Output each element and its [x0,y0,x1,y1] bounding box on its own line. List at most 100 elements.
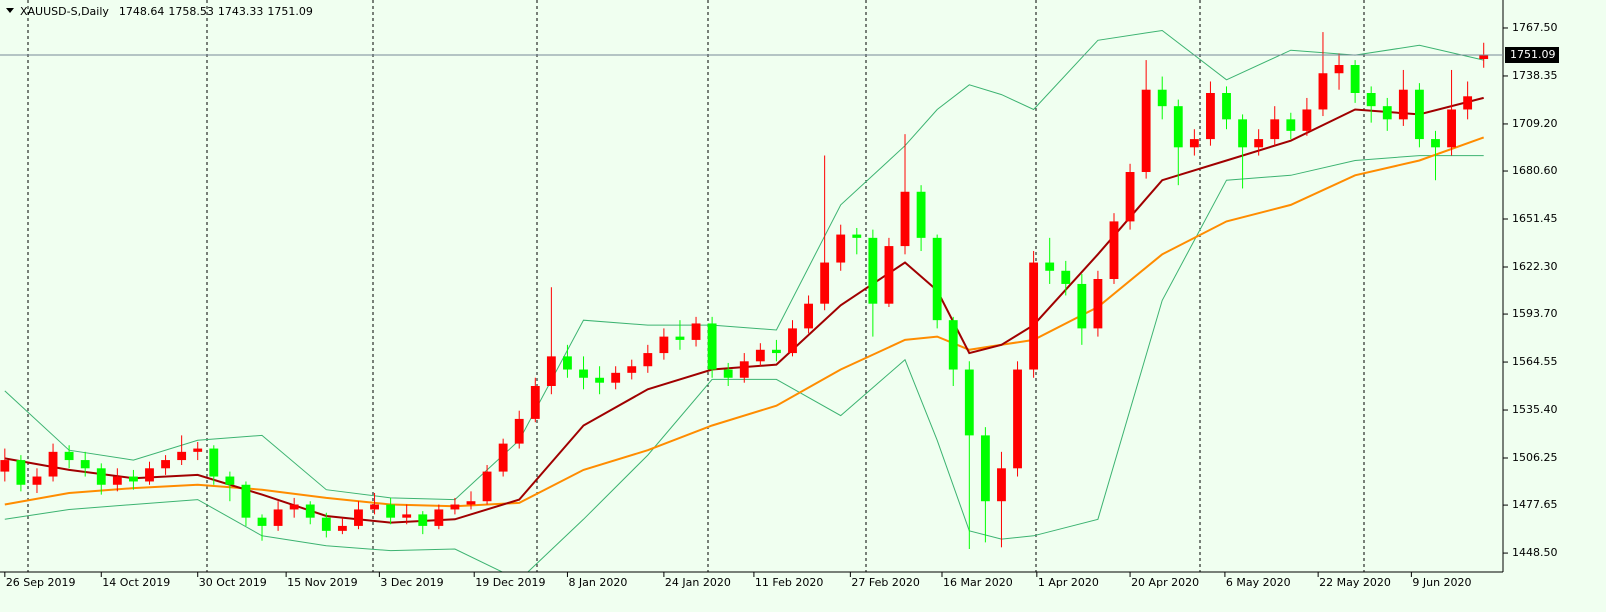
x-tick-label: 19 Dec 2019 [475,576,545,589]
open-value: 1748.64 [119,5,165,18]
candle-body [964,369,974,436]
candle-body [129,476,138,482]
candle-body [1125,172,1135,222]
candle-body [1254,139,1264,148]
candle-body [691,323,701,340]
candle-body [932,237,942,321]
bid-box [1505,46,1559,63]
candle-body [1334,65,1344,74]
candle-body [546,356,556,386]
candle-body [16,460,26,485]
candle-body [1045,262,1055,271]
y-tick-label: 1622.30 [1512,260,1558,273]
y-tick-label: 1593.70 [1512,307,1558,320]
candle-body [1061,270,1071,284]
candle-body [48,451,58,477]
x-tick-label: 14 Oct 2019 [102,576,170,589]
candle-body [980,435,990,502]
candle-body [804,303,813,329]
candle-body [241,484,251,518]
candle-body [771,349,781,354]
x-tick-label: 30 Oct 2019 [199,576,267,589]
candle-body [1431,139,1440,148]
candle-body [193,448,203,452]
y-tick-label: 1564.55 [1512,355,1558,368]
y-tick-label: 1535.40 [1512,403,1558,416]
candle-body [1270,119,1280,140]
candle-body [1206,93,1215,140]
y-tick-label: 1448.50 [1512,546,1558,559]
candle-body [434,509,444,526]
candle-body [1173,106,1183,148]
candle-body [530,385,540,419]
candle-body [836,234,846,263]
x-tick-label: 22 May 2020 [1319,576,1391,589]
candle-body [482,471,492,502]
candle-body [739,361,749,378]
candle-body [1350,65,1360,94]
candle-body [1414,89,1424,140]
y-tick-label: 1680.60 [1512,164,1558,177]
x-tick-label: 1 Apr 2020 [1038,576,1099,589]
candle-body [595,377,605,383]
x-tick-label: 11 Feb 2020 [755,576,823,589]
candle-body [1238,119,1248,148]
candle-body [788,328,797,354]
candle-body [337,525,347,531]
low-value: 1743.33 [218,5,264,18]
x-tick-label: 15 Nov 2019 [287,576,357,589]
candle-body [305,504,315,518]
candle-body [1302,109,1312,131]
candle-body [723,369,733,378]
candle-body [916,191,926,238]
candle-body [659,336,669,354]
candle-body [563,356,572,370]
x-tick-label: 24 Jan 2020 [665,576,731,589]
candle-body [1318,73,1328,110]
candle-body [707,323,717,370]
candle-body [1013,369,1022,469]
candle-body [884,246,894,304]
candle-body [177,451,187,461]
candle-body [755,349,765,362]
candle-body [64,451,74,461]
candle-body [370,504,379,510]
y-tick-label: 1767.50 [1512,21,1558,34]
menu-triangle[interactable] [6,8,14,13]
candle-body [273,509,283,526]
candle-body [321,517,331,531]
candle-body [402,514,412,518]
indicator-line [4,136,1485,508]
candle-body [1479,54,1489,60]
candle-body [1157,89,1167,107]
candle-body [1109,221,1119,280]
candle-body [1093,279,1103,329]
candle-body [0,460,10,472]
indicator-line [4,155,1484,572]
candle-body [1366,93,1376,107]
candle-body [289,504,299,510]
candle-body [627,366,637,373]
candle-body [498,443,508,472]
candle-body [948,320,958,370]
candle-body [257,517,267,526]
candle-body [579,369,588,378]
candle-body [96,468,106,485]
candle-body [418,514,428,526]
candle-body [1029,262,1039,370]
indicator-line [4,29,1484,501]
candle-body [997,468,1006,502]
x-tick-label: 9 Jun 2020 [1412,576,1471,589]
candle-body [611,372,621,383]
y-tick-label: 1709.20 [1512,117,1558,130]
y-tick-label: 1651.45 [1512,212,1558,225]
bid-label: 1751.09 [1510,48,1556,61]
x-tick-label: 20 Apr 2020 [1131,576,1199,589]
candle-body [1447,109,1456,148]
candle-body [852,234,862,238]
chart-header: XAUUSD-S,Daily 1748.64 1758.53 1743.33 1751.… [20,5,313,18]
x-tick-label: 26 Sep 2019 [6,576,76,589]
x-tick-label: 27 Feb 2020 [851,576,919,589]
